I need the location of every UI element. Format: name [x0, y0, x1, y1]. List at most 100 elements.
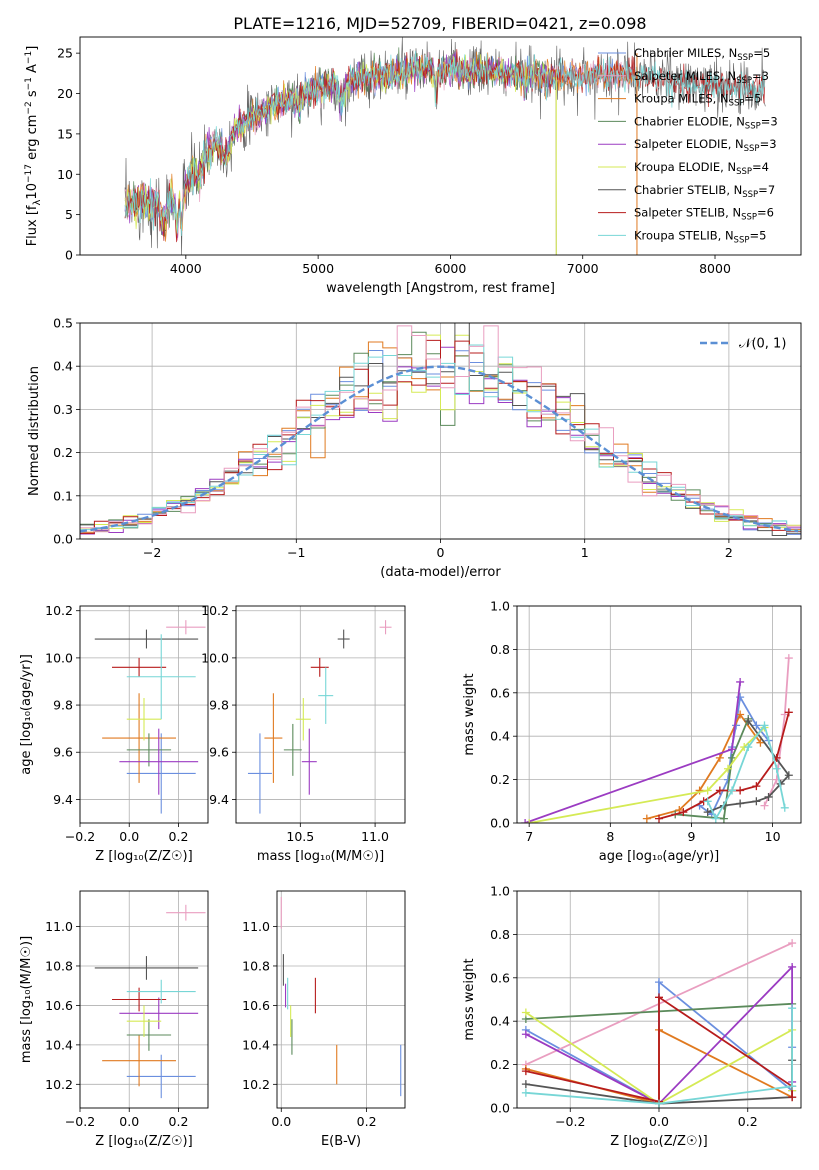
x-axis-label: E(B-V) [321, 1134, 361, 1149]
x-tick-label: 0.0 [119, 829, 139, 844]
series-marker [784, 654, 793, 663]
y-tick-label: 10.2 [201, 603, 229, 618]
y-tick-label: 0.2 [53, 445, 73, 460]
legend-entry-name: Salpeter MILES [634, 69, 720, 83]
legend-entry-n: N [734, 183, 743, 197]
legend-entry-sub: SSP [736, 167, 752, 177]
y-axis-label-part: −1 [24, 51, 34, 64]
legend-entry: Salpeter STELIB, NSSP=6 [634, 206, 774, 223]
series-marker [521, 1088, 530, 1097]
x-tick-label: 11.0 [361, 829, 389, 844]
x-tick-label: 6000 [435, 261, 467, 276]
y-axis-label-part: erg cm [25, 115, 40, 164]
y-tick-label: 1.0 [490, 884, 510, 899]
legend-entry: Chabrier STELIB, NSSP=7 [634, 183, 775, 200]
x-tick-label: 0.0 [271, 1114, 291, 1129]
legend-entry-n: N [727, 69, 736, 83]
y-axis-label: Flux [fλ10−17 erg cm−2 s−1 A−1] [24, 46, 43, 247]
legend-entry-name: Kroupa ELODIE [634, 160, 720, 174]
series-marker [756, 738, 765, 747]
legend-entry-sub: SSP [744, 144, 760, 154]
x-tick-label: −0.2 [555, 1114, 585, 1129]
x-tick-label: 0.2 [169, 829, 189, 844]
series-marker [703, 797, 712, 806]
y-axis-label-part: ] [25, 46, 40, 51]
x-tick-label: 0.2 [738, 1114, 758, 1129]
series-marker [655, 814, 663, 823]
series-marker [744, 743, 753, 752]
legend-entry-n: N [725, 228, 734, 242]
legend-entry-name: Kroupa STELIB [634, 228, 718, 242]
x-axis-label: Z [log₁₀(Z/Z☉)] [610, 1134, 707, 1149]
series-line-1 [763, 658, 790, 806]
series-marker [521, 1008, 530, 1017]
legend-entry: Chabrier ELODIE, NSSP=3 [634, 114, 778, 131]
x-tick-label: 2 [725, 545, 733, 560]
series-marker [525, 819, 534, 823]
series-marker [521, 1067, 530, 1076]
legend-entry-name: Chabrier STELIB [634, 183, 726, 197]
series-marker [695, 786, 704, 795]
legend-entry-name: Chabrier MILES [634, 46, 721, 60]
series-marker [655, 993, 663, 1002]
series-marker [788, 962, 797, 971]
y-tick-label: 0.0 [53, 532, 73, 547]
legend-entry-sep: , [718, 228, 725, 242]
series-marker [760, 721, 769, 730]
legend-entry: 𝒩(0, 1) [739, 337, 786, 352]
legend-entry-eq: = [752, 69, 762, 83]
legend-entry-count: 5 [763, 46, 770, 60]
legend-entry: Salpeter MILES, NSSP=3 [634, 69, 769, 86]
legend-entry-sep: , [720, 69, 727, 83]
plot-area [124, 37, 766, 255]
legend-entry-eq: = [758, 183, 768, 197]
legend-entry-sep: , [720, 160, 727, 174]
figure-title: PLATE=1216, MJD=52709, FIBERID=0421, z=0… [233, 14, 646, 33]
y-tick-label: 9.4 [209, 792, 229, 807]
series-marker [784, 708, 793, 717]
legend-entry-sub: SSP [741, 213, 757, 223]
series-marker [752, 797, 761, 806]
panel-mass_vs_Z: −0.2 0.0 0.2 10.2 10.4 10.6 10.8 11.0 Z [log₁₀(Z… [19, 890, 209, 1149]
y-tick-label: 25 [57, 46, 73, 61]
series-line-7 [525, 995, 793, 1103]
x-axis-label: wavelength [Angstrom, rest frame] [326, 281, 555, 296]
y-tick-label: 10.4 [45, 1037, 73, 1052]
legend-entry-n: N [729, 46, 738, 60]
series-marker [788, 939, 797, 948]
y-tick-label: 9.6 [209, 745, 229, 760]
x-tick-label: 8000 [699, 261, 731, 276]
series-marker [784, 771, 793, 780]
y-axis-label: mass [log₁₀(M/M☉)] [19, 936, 34, 1063]
series-marker [788, 1082, 797, 1091]
series-marker [655, 978, 663, 987]
axes-frame [276, 890, 406, 1109]
series-marker [764, 792, 773, 801]
axes-frame [79, 322, 802, 540]
x-tick-label: 1 [581, 545, 589, 560]
x-tick-label: 10 [765, 829, 781, 844]
y-tick-label: 10.2 [45, 1077, 73, 1092]
y-axis-label: age [log₁₀(age/yr)] [19, 654, 34, 775]
y-tick-label: 10.6 [45, 998, 73, 1013]
panel-spectrum: 4000 5000 6000 7000 8000 0 5 10 15 20 25 wavelength… [24, 36, 802, 296]
series-marker [719, 814, 728, 823]
legend-entry-sep: , [728, 137, 735, 151]
legend-entry-n: N [736, 114, 745, 128]
y-axis-label-part: Flux [f [25, 205, 40, 246]
y-tick-label: 0.1 [53, 488, 73, 503]
y-tick-label: 9.4 [53, 792, 73, 807]
y-tick-label: 10.8 [242, 958, 270, 973]
series-marker [521, 1030, 530, 1039]
plot-area [521, 654, 793, 823]
panel-weight_vs_age: 7 8 9 10 0.0 0.2 0.4 0.6 0.8 1.0 age [log₁₀(age/yr… [462, 599, 802, 864]
y-tick-label: 0.0 [490, 1101, 510, 1116]
y-tick-label: 0.5 [53, 316, 73, 331]
legend-entry-sep: , [726, 183, 733, 197]
series-marker [723, 764, 732, 773]
y-tick-label: 10 [57, 167, 73, 182]
series-marker [521, 819, 530, 823]
y-axis-label-part: −1 [24, 77, 34, 90]
y-tick-label: 0.2 [490, 772, 510, 787]
